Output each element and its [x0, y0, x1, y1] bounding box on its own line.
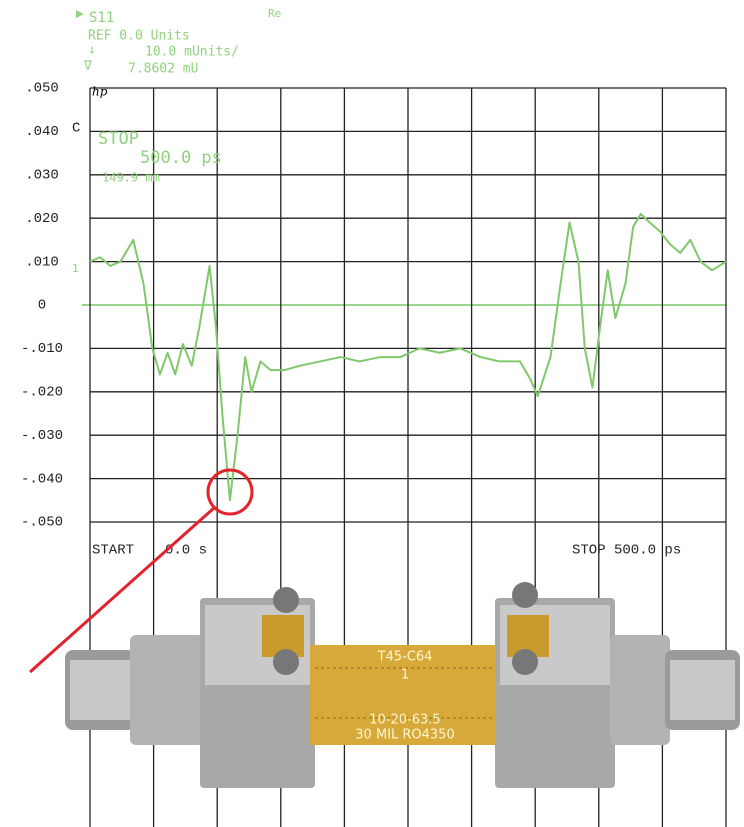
y-tick-label: -.020: [21, 385, 63, 401]
marker-symbol: ▶: [76, 7, 84, 22]
marker-symbol: ∇: [83, 59, 92, 74]
start-label: START: [92, 543, 134, 559]
trace: [89, 212, 727, 502]
callout: [29, 468, 254, 674]
y-tick-label: .010: [25, 254, 59, 270]
logo: hp: [92, 85, 108, 99]
scale-label: 10.0 mUnits/: [145, 45, 239, 60]
y-tick-label: -.040: [21, 471, 63, 487]
y-tick-label: 0: [38, 298, 46, 314]
param-label: S11: [89, 10, 114, 26]
header: ▶ S11 Re REF 0.0 Units ↓ 10.0 mUnits/ ∇ …: [72, 7, 681, 559]
y-tick-label: .050: [25, 81, 59, 97]
format-label: Re: [268, 7, 281, 20]
channel-label: C: [72, 121, 80, 137]
scale-symbol: ↓: [88, 43, 96, 58]
stop-axis-label: STOP 500.0 ps: [572, 543, 681, 559]
y-tick-label: .040: [25, 124, 59, 140]
photo-label: 10-20-63.5: [369, 713, 440, 728]
marker-value: 7.8602 mU: [128, 62, 198, 77]
plot: [89, 212, 727, 502]
photo-label: T45-C64: [377, 650, 433, 665]
connector-photo: T45-C64 1 10-20-63.5 30 MIL RO4350: [65, 582, 740, 788]
y-tick-label: .020: [25, 211, 59, 227]
stop-value: 500.0 ps: [140, 148, 222, 168]
marker-number: 1: [72, 262, 79, 275]
ref-label: REF 0.0 Units: [88, 29, 190, 44]
y-tick-label: -.010: [21, 341, 63, 357]
y-tick-label: .030: [25, 168, 59, 184]
start-value: 0.0 s: [165, 543, 207, 559]
photo-label: 1: [401, 668, 409, 683]
y-tick-label: -.050: [21, 515, 63, 531]
photo-label: 30 MIL RO4350: [355, 728, 454, 743]
length-label: 149.9 mm: [102, 171, 160, 185]
stop-label: STOP: [98, 129, 139, 149]
y-tick-label: -.030: [21, 428, 63, 444]
